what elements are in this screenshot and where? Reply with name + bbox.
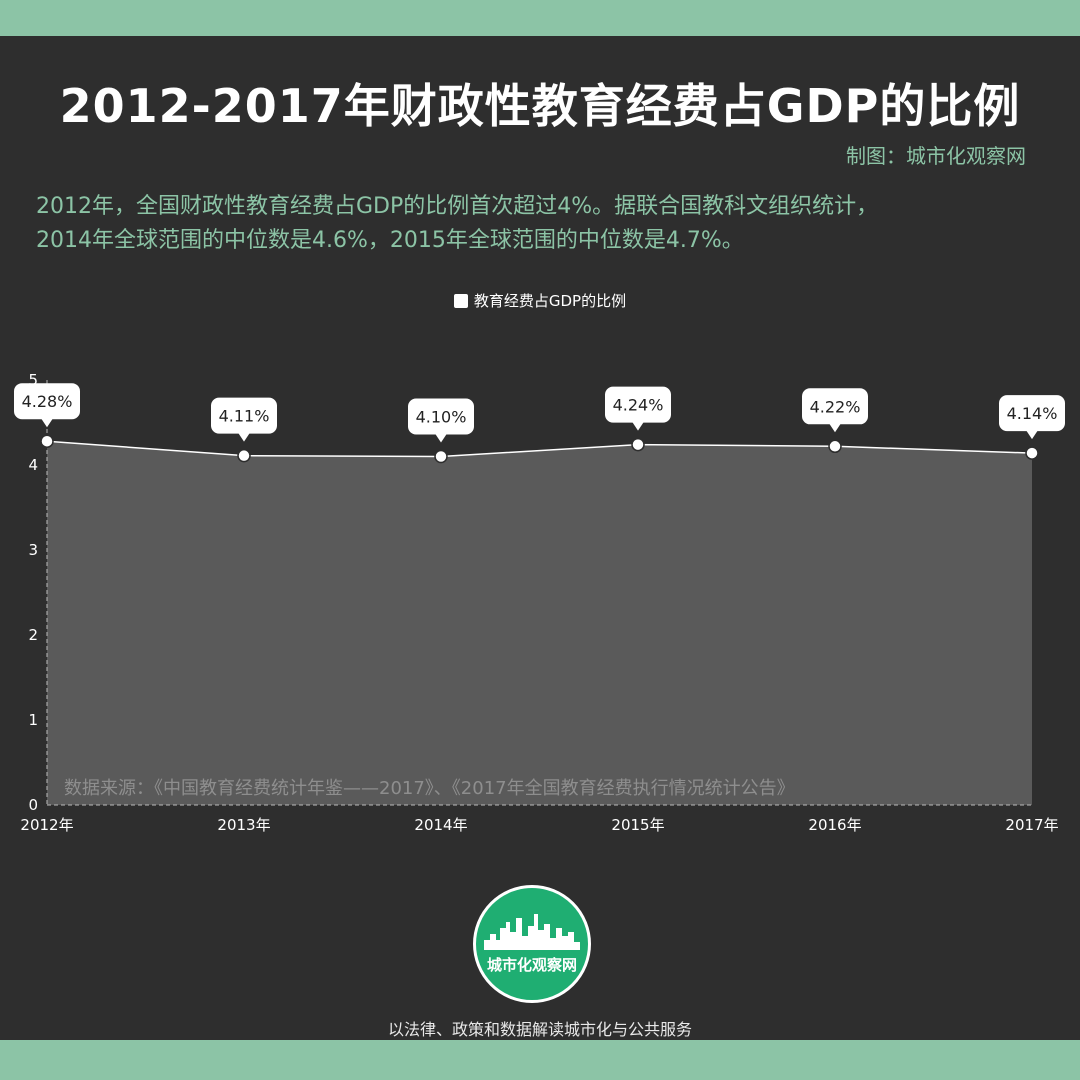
data-label-pointer <box>238 432 250 442</box>
footer-slogan: 以法律、政策和数据解读城市化与公共服务 <box>387 1020 692 1039</box>
logo-text: 城市化观察网 <box>486 956 577 974</box>
description-line-2: 2014年全球范围的中位数是4.6%，2015年全球范围的中位数是4.7%。 <box>36 228 744 253</box>
data-point <box>237 448 251 463</box>
chart-legend: 教育经费占GDP的比例 <box>0 290 1080 311</box>
data-label: 4.11% <box>219 407 270 426</box>
x-tick-label: 2016年 <box>808 816 861 834</box>
data-label-box <box>211 397 277 434</box>
y-tick-label: 0 <box>28 796 38 814</box>
data-label: 4.22% <box>810 397 861 416</box>
x-tick-label: 2013年 <box>217 816 270 834</box>
data-label-box <box>802 388 868 425</box>
y-tick-label: 1 <box>28 711 38 729</box>
bottom-band <box>0 1040 1080 1080</box>
x-tick-label: 2012年 <box>20 816 73 834</box>
data-label: 4.14% <box>1007 404 1058 423</box>
data-label-box <box>408 398 474 435</box>
data-label-pointer <box>435 433 447 443</box>
brand-logo: 城市化观察网 <box>473 885 591 1003</box>
area-chart: 0 1 2 3 4 5 2012年 2013年 2014年 2015年 2016年 2017年 数据来源… <box>14 371 1065 834</box>
data-point <box>828 439 842 454</box>
data-label: 4.28% <box>22 392 73 411</box>
data-label-pointer <box>829 423 841 433</box>
data-point <box>434 449 448 464</box>
y-tick-label: 5 <box>28 371 38 389</box>
data-point <box>631 437 645 452</box>
credit-text: 制图：城市化观察网 <box>846 144 1026 168</box>
source-note: 数据来源：《中国教育经费统计年鉴——2017》、《2017年全国教育经费执行情况… <box>64 778 795 799</box>
area-fill <box>47 441 1032 805</box>
top-band <box>0 0 1080 36</box>
legend-label: 教育经费占GDP的比例 <box>473 292 627 310</box>
data-label-box <box>999 395 1065 432</box>
data-label: 4.24% <box>613 396 664 415</box>
data-label-box <box>14 383 80 420</box>
data-label-pointer <box>1026 430 1038 440</box>
data-label-pointer <box>632 421 644 431</box>
legend-swatch <box>453 294 468 308</box>
y-tick-label: 2 <box>28 626 38 644</box>
x-tick-label: 2014年 <box>414 816 467 834</box>
data-point <box>1025 446 1039 460</box>
series-line <box>46 440 1033 458</box>
data-label: 4.10% <box>416 408 467 427</box>
page-title: 2012-2017年财政性教育经费占GDP的比例 <box>59 79 1021 133</box>
description-line-1: 2012年，全国财政性教育经费占GDP的比例首次超过4%。据联合国教科文组织统计… <box>36 194 879 219</box>
city-skyline-icon <box>484 914 580 950</box>
data-label-box <box>605 386 671 423</box>
y-tick-label: 4 <box>28 456 38 474</box>
description: 2012年，全国财政性教育经费占GDP的比例首次超过4%。据联合国教科文组织统计… <box>36 190 1046 258</box>
x-tick-label: 2017年 <box>1005 816 1058 834</box>
x-tick-label: 2015年 <box>611 816 664 834</box>
y-tick-label: 3 <box>28 541 38 559</box>
data-label-pointer <box>41 418 53 428</box>
data-point <box>40 434 54 448</box>
